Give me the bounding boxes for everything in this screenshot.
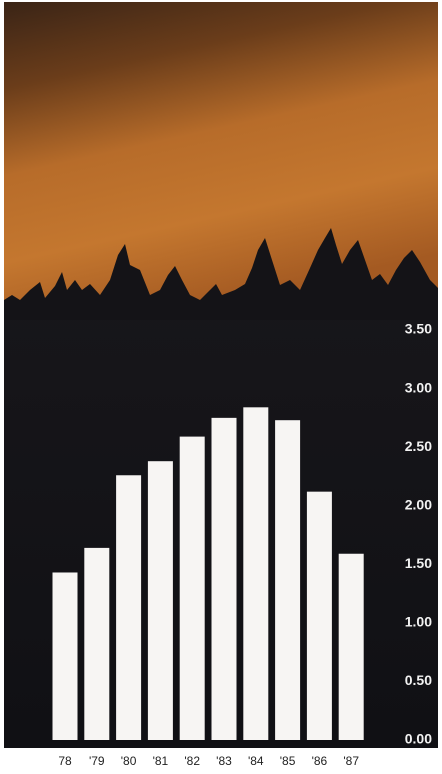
bar: [339, 554, 364, 740]
chart: 0.00 0.50 1.00 1.50 2.00 2.50 3.00 3.50 78 '79 '80…: [0, 0, 442, 774]
x-tick-label: '83: [216, 754, 232, 768]
x-tick-label: 78: [58, 754, 72, 768]
bar: [243, 407, 268, 740]
bar: [53, 572, 78, 740]
x-tick-label: '85: [280, 754, 296, 768]
y-tick-label: 0.50: [405, 672, 432, 688]
page: 0.00 0.50 1.00 1.50 2.00 2.50 3.00 3.50 78 '79 '80…: [0, 0, 442, 774]
x-tick-label: '79: [89, 754, 105, 768]
x-tick-label: '84: [248, 754, 264, 768]
bar: [275, 420, 300, 740]
y-tick-label: 1.00: [405, 614, 432, 630]
sky: [4, 2, 438, 322]
x-tick-label: '86: [312, 754, 328, 768]
y-tick-label: 0.00: [405, 731, 432, 747]
x-tick-label: '87: [343, 754, 359, 768]
bar: [212, 418, 237, 740]
y-tick-label: 2.00: [405, 496, 432, 512]
x-tick-label: '80: [121, 754, 137, 768]
y-tick-label: 3.50: [405, 321, 432, 337]
bar: [307, 492, 332, 740]
bar: [116, 475, 141, 740]
bar: [180, 437, 205, 740]
y-tick-label: 2.50: [405, 438, 432, 454]
bar: [148, 461, 173, 740]
x-tick-label: '82: [184, 754, 200, 768]
y-tick-label: 3.00: [405, 379, 432, 395]
bar: [84, 548, 109, 740]
x-tick-label: '81: [153, 754, 169, 768]
y-tick-label: 1.50: [405, 555, 432, 571]
